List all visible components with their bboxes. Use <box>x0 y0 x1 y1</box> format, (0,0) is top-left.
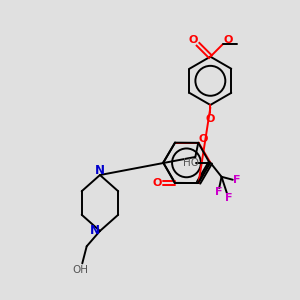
Text: O: O <box>206 114 215 124</box>
Text: OH: OH <box>73 265 89 275</box>
Text: O: O <box>223 35 232 46</box>
Text: HO: HO <box>183 158 199 168</box>
Text: F: F <box>215 188 222 197</box>
Text: F: F <box>225 193 232 203</box>
Text: N: N <box>90 224 100 238</box>
Text: O: O <box>152 178 162 188</box>
Text: F: F <box>233 175 241 185</box>
Text: N: N <box>95 164 105 176</box>
Text: O: O <box>188 35 197 46</box>
Text: O: O <box>199 134 208 144</box>
